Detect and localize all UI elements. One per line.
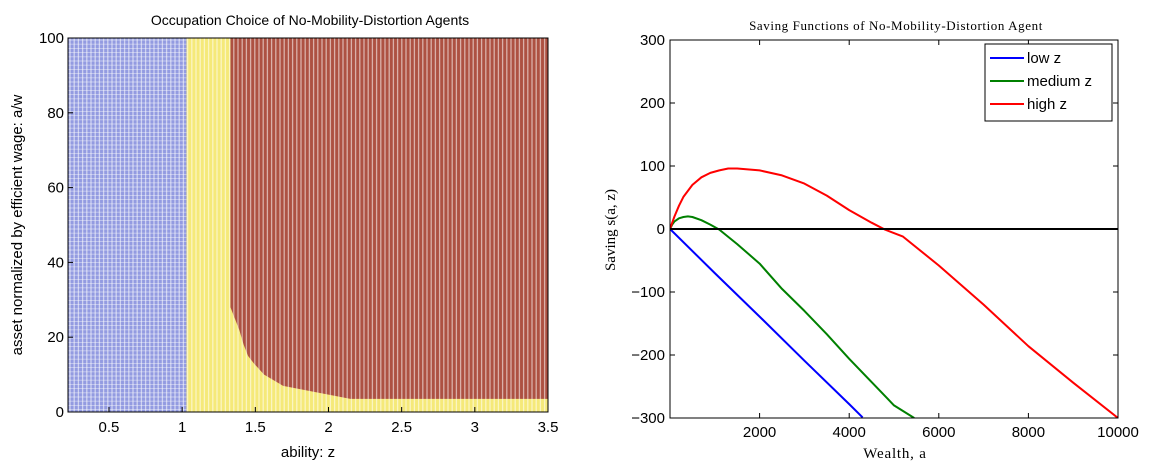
right-y-axis-label: Saving s(a, z) — [603, 189, 619, 271]
left-y-tick-label: 100 — [39, 30, 64, 47]
saving-functions-chart: Saving Functions of No-Mobility-Distorti… — [603, 18, 1139, 462]
left-x-tick-label: 2 — [324, 419, 332, 436]
left-x-tick-label: 1 — [178, 419, 186, 436]
legend-label: medium z — [1027, 73, 1092, 90]
right-y-tick-label: 100 — [640, 158, 665, 175]
legend-label: low z — [1027, 50, 1061, 67]
left-y-tick-label: 20 — [47, 329, 64, 346]
left-y-tick-label: 0 — [56, 404, 64, 421]
right-series-layer — [670, 167, 1118, 418]
right-y-tick-label: −200 — [631, 347, 665, 364]
right-y-tick-label: 200 — [640, 95, 665, 112]
right-y-tick-label: 300 — [640, 32, 665, 49]
left-region-layer — [68, 38, 548, 412]
left-x-tick-label: 2.5 — [391, 419, 412, 436]
series-high-z — [670, 167, 1118, 418]
legend-box — [984, 43, 1113, 122]
right-x-tick-label: 2000 — [743, 424, 776, 441]
right-axis-ticks: 2000 4000 6000 8000 10000 −300 −200 −100 0 100 200… — [631, 32, 1139, 441]
legend: low z medium z high z — [984, 43, 1113, 122]
left-axis-ticks: 0.5 1 1.5 2 2.5 3 3.5 0 20 40 60 80 100 — [39, 30, 558, 436]
left-chart-title: Occupation Choice of No-Mobility-Distort… — [151, 12, 469, 28]
right-x-axis-label: Wealth, a — [863, 446, 926, 462]
series-medium-z — [670, 215, 915, 418]
left-y-tick-label: 40 — [47, 254, 64, 271]
left-y-axis-label: asset normalized by efficient wage: a/w — [9, 94, 26, 355]
occupation-choice-chart: Occupation Choice of No-Mobility-Distort… — [9, 12, 558, 461]
right-chart-title: Saving Functions of No-Mobility-Distorti… — [749, 18, 1043, 33]
left-y-tick-label: 60 — [47, 180, 64, 197]
left-x-tick-label: 3.5 — [538, 419, 559, 436]
left-x-tick-label: 0.5 — [99, 419, 120, 436]
series-low-z — [670, 228, 864, 418]
right-y-tick-label: −300 — [631, 410, 665, 427]
right-x-tick-label: 4000 — [833, 424, 866, 441]
left-x-tick-label: 1.5 — [245, 419, 266, 436]
right-x-tick-label: 8000 — [1012, 424, 1045, 441]
left-plot-frame — [67, 37, 549, 413]
right-y-tick-label: 0 — [657, 221, 665, 238]
left-y-tick-label: 80 — [47, 105, 64, 122]
left-x-tick-label: 3 — [471, 419, 479, 436]
grid-texture — [68, 38, 546, 412]
right-x-tick-label: 10000 — [1097, 424, 1139, 441]
left-x-axis-label: ability: z — [281, 444, 335, 461]
legend-label: high z — [1027, 96, 1067, 113]
right-x-tick-label: 6000 — [922, 424, 955, 441]
right-y-tick-label: −100 — [631, 284, 665, 301]
